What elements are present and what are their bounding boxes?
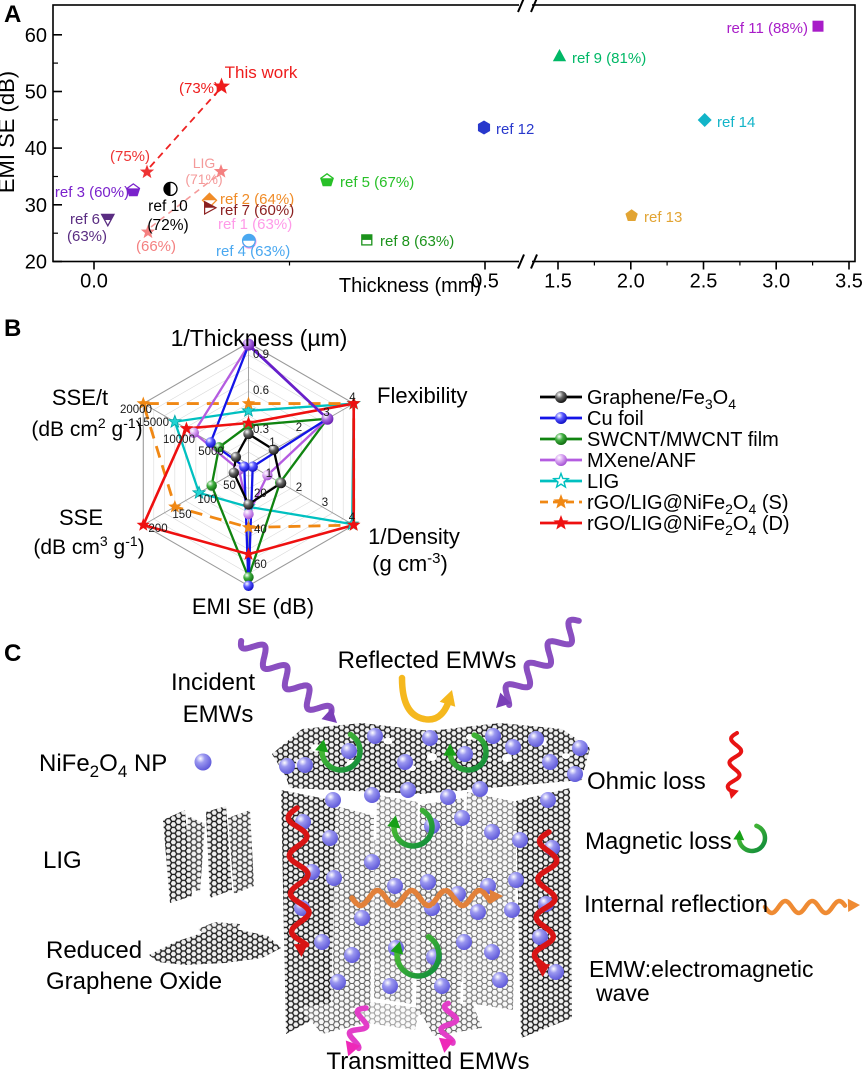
svg-text:20: 20	[25, 252, 47, 274]
svg-text:10000: 10000	[163, 434, 195, 446]
svg-text:Transmitted EMWs: Transmitted EMWs	[326, 1048, 529, 1075]
svg-text:wave: wave	[595, 980, 650, 1006]
svg-text:150: 150	[172, 509, 191, 521]
svg-text:Graphene Oxide: Graphene Oxide	[46, 968, 222, 995]
svg-text:1/Thickness (µm): 1/Thickness (µm)	[171, 325, 348, 351]
svg-text:MXene/ANF: MXene/ANF	[587, 450, 696, 472]
svg-text:3.5: 3.5	[835, 271, 863, 293]
svg-text:2: 2	[296, 422, 302, 434]
svg-text:0.9: 0.9	[253, 349, 269, 361]
svg-text:Thickness (mm): Thickness (mm)	[339, 275, 481, 297]
svg-text:100: 100	[197, 494, 216, 506]
svg-text:(g cm-3): (g cm-3)	[372, 550, 448, 576]
svg-text:3: 3	[322, 497, 328, 509]
svg-text:(71%): (71%)	[185, 171, 222, 187]
svg-text:3: 3	[323, 407, 329, 419]
svg-text:60: 60	[25, 25, 47, 47]
svg-text:1: 1	[266, 468, 272, 480]
svg-text:(66%): (66%)	[136, 238, 176, 255]
svg-text:2.5: 2.5	[690, 271, 718, 293]
svg-text:20: 20	[254, 488, 267, 500]
svg-text:Cu foil: Cu foil	[587, 408, 644, 430]
svg-text:2: 2	[296, 482, 302, 494]
svg-text:Reflected EMWs: Reflected EMWs	[338, 647, 517, 674]
svg-text:50: 50	[223, 480, 236, 492]
svg-text:ref 7 (60%): ref 7 (60%)	[220, 202, 294, 219]
svg-text:0.6: 0.6	[253, 385, 269, 397]
svg-text:4: 4	[349, 512, 356, 524]
svg-text:15000: 15000	[137, 417, 169, 429]
svg-text:0.3: 0.3	[253, 424, 269, 436]
svg-text:LIG: LIG	[587, 471, 619, 493]
svg-text:40: 40	[254, 524, 267, 536]
svg-text:ref 12: ref 12	[496, 121, 534, 138]
svg-text:C: C	[4, 640, 21, 667]
svg-text:LIG: LIG	[193, 155, 216, 171]
svg-text:5000: 5000	[198, 446, 224, 458]
svg-text:1.5: 1.5	[544, 271, 572, 293]
svg-text:40: 40	[25, 138, 47, 160]
svg-text:EMW:electromagnetic: EMW:electromagnetic	[589, 956, 814, 982]
svg-text:ref 10: ref 10	[148, 198, 188, 215]
svg-text:B: B	[4, 315, 21, 342]
svg-text:4: 4	[349, 392, 356, 404]
svg-text:50: 50	[25, 82, 47, 104]
svg-text:200: 200	[148, 523, 167, 535]
svg-text:ref 13: ref 13	[644, 209, 682, 226]
svg-text:ref 2 (64%): ref 2 (64%)	[220, 191, 294, 208]
svg-text:NiFe2O4 NP: NiFe2O4 NP	[39, 750, 167, 781]
svg-text:SWCNT/MWCNT film: SWCNT/MWCNT film	[587, 429, 779, 451]
svg-text:(75%): (75%)	[110, 148, 150, 165]
svg-text:Ohmic loss: Ohmic loss	[587, 768, 706, 795]
svg-text:ref 8 (63%): ref 8 (63%)	[380, 233, 454, 250]
svg-text:30: 30	[25, 195, 47, 217]
svg-text:0.0: 0.0	[80, 271, 108, 293]
svg-text:ref 11 (88%): ref 11 (88%)	[727, 20, 808, 37]
svg-text:EMI SE (dB): EMI SE (dB)	[0, 71, 19, 193]
svg-text:SSE: SSE	[59, 505, 103, 530]
svg-text:A: A	[4, 1, 21, 28]
svg-text:ref 3 (60%): ref 3 (60%)	[55, 184, 129, 201]
svg-text:1: 1	[269, 437, 275, 449]
svg-text:ref 4 (63%): ref 4 (63%)	[216, 243, 290, 260]
svg-text:Reduced: Reduced	[46, 937, 142, 964]
svg-text:20000: 20000	[120, 404, 152, 416]
svg-text:ref 1 (63%): ref 1 (63%)	[218, 216, 292, 233]
svg-text:rGO/LIG@NiFe2O4 (D): rGO/LIG@NiFe2O4 (D)	[587, 513, 790, 538]
svg-text:This work: This work	[225, 63, 298, 82]
svg-text:Magnetic loss: Magnetic loss	[585, 828, 732, 855]
svg-text:3.0: 3.0	[762, 271, 790, 293]
svg-text:(73%): (73%)	[179, 80, 219, 97]
svg-text:ref 9 (81%): ref 9 (81%)	[572, 50, 646, 67]
svg-text:Incident: Incident	[171, 669, 255, 696]
svg-text:ref 6: ref 6	[70, 211, 100, 228]
svg-text:ref 14: ref 14	[717, 114, 755, 131]
svg-text:60: 60	[254, 559, 267, 571]
svg-text:(63%): (63%)	[67, 228, 107, 245]
svg-text:0.5: 0.5	[471, 271, 499, 293]
svg-text:EMWs: EMWs	[183, 701, 254, 728]
svg-text:(72%): (72%)	[147, 217, 188, 234]
svg-text:ref 5 (67%): ref 5 (67%)	[340, 174, 414, 191]
svg-text:LIG: LIG	[43, 847, 82, 874]
svg-text:2.0: 2.0	[617, 271, 645, 293]
svg-text:(dB cm2 g-1): (dB cm2 g-1)	[31, 415, 142, 441]
svg-text:Flexibility: Flexibility	[377, 383, 467, 408]
svg-text:EMI SE (dB): EMI SE (dB)	[192, 594, 314, 619]
svg-text:(dB cm3 g-1): (dB cm3 g-1)	[33, 533, 144, 559]
svg-text:Internal reflection: Internal reflection	[584, 891, 768, 918]
svg-text:1/Density: 1/Density	[368, 524, 460, 549]
svg-text:SSE/t: SSE/t	[52, 385, 108, 410]
